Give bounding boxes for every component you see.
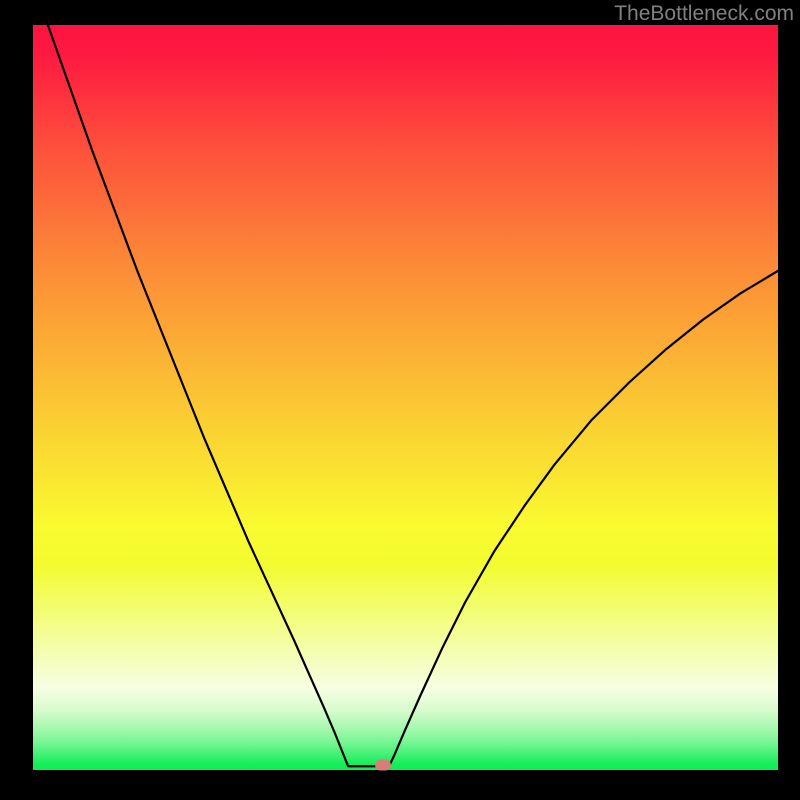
plot-area	[33, 25, 778, 770]
curve-svg	[33, 25, 778, 770]
chart-root: { "watermark": { "text": "TheBottleneck.…	[0, 0, 800, 800]
watermark-text: TheBottleneck.com	[614, 2, 794, 26]
optimum-marker	[375, 759, 391, 770]
bottleneck-curve	[48, 25, 778, 766]
